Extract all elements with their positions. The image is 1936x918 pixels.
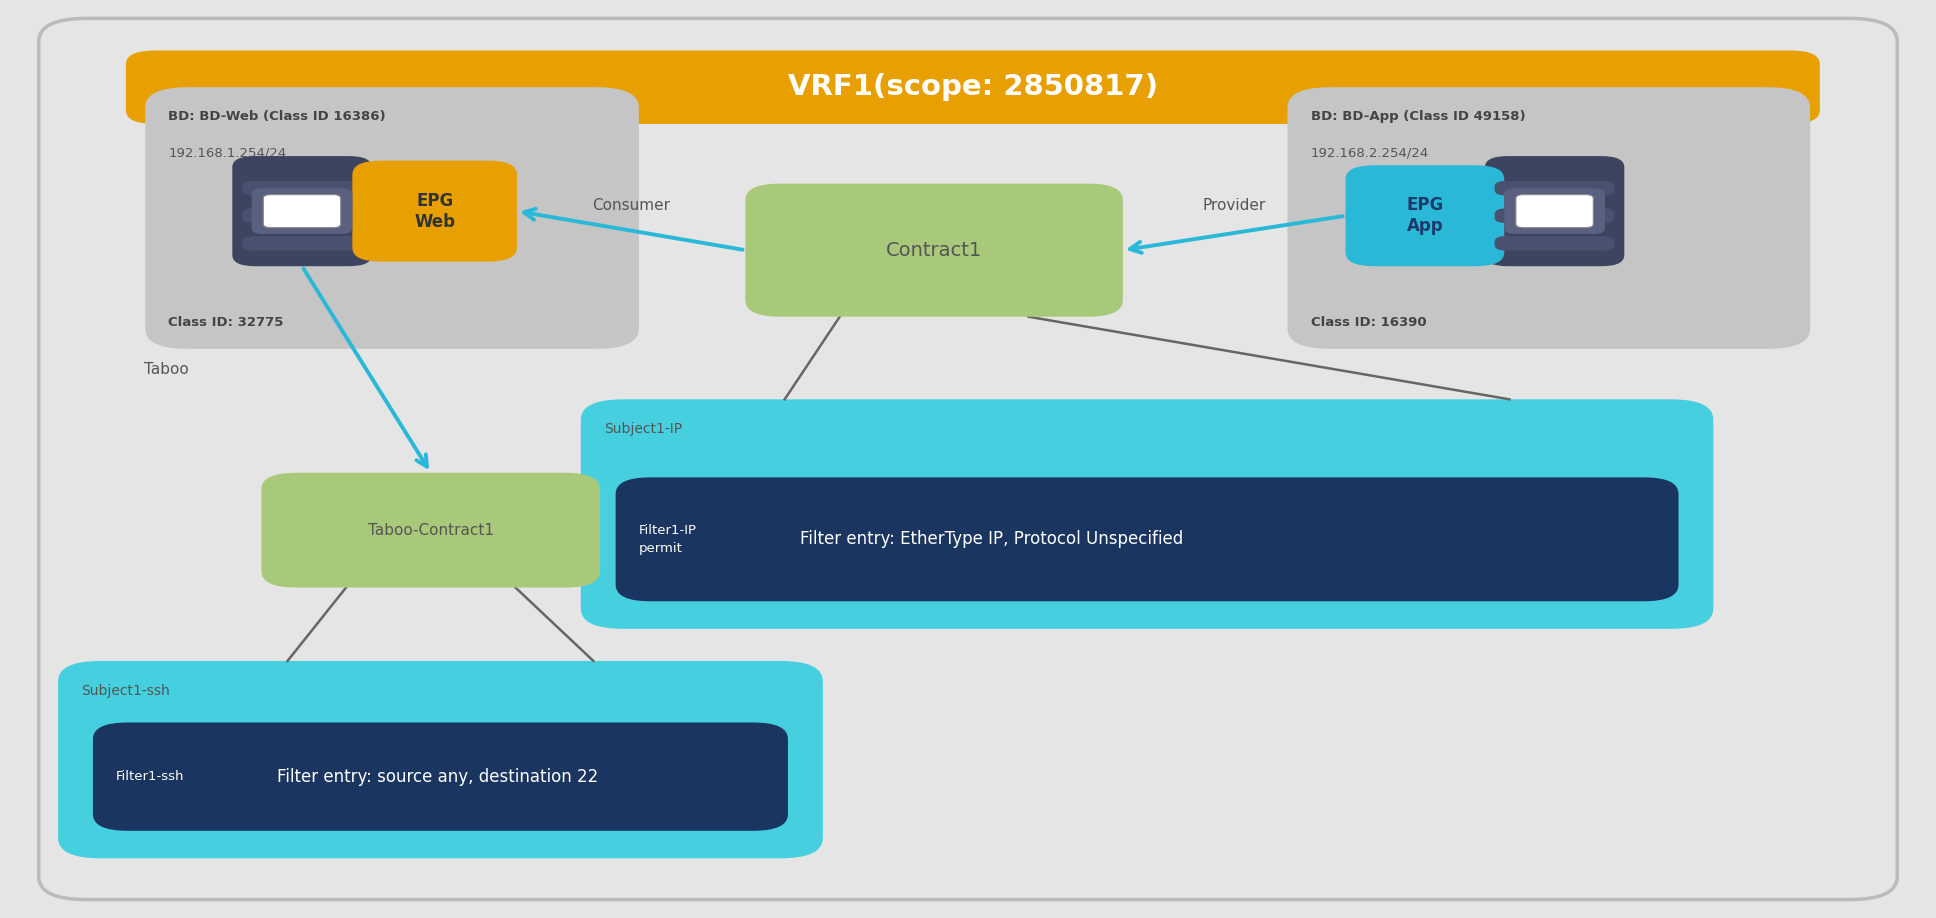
FancyBboxPatch shape bbox=[232, 156, 372, 266]
Text: Class ID: 32775: Class ID: 32775 bbox=[168, 316, 285, 329]
Text: Filter entry: EtherType IP, Protocol Unspecified: Filter entry: EtherType IP, Protocol Uns… bbox=[800, 531, 1183, 548]
Text: Class ID: 16390: Class ID: 16390 bbox=[1311, 316, 1427, 329]
FancyBboxPatch shape bbox=[145, 87, 639, 349]
Text: VRF1(scope: 2850817): VRF1(scope: 2850817) bbox=[788, 73, 1158, 101]
FancyBboxPatch shape bbox=[58, 661, 823, 858]
FancyBboxPatch shape bbox=[39, 18, 1897, 900]
FancyBboxPatch shape bbox=[93, 722, 788, 831]
FancyBboxPatch shape bbox=[263, 195, 341, 228]
FancyBboxPatch shape bbox=[1495, 208, 1615, 223]
Text: 192.168.2.254/24: 192.168.2.254/24 bbox=[1311, 147, 1429, 160]
FancyBboxPatch shape bbox=[1485, 156, 1624, 266]
FancyBboxPatch shape bbox=[581, 399, 1713, 629]
Text: Filter1-ssh: Filter1-ssh bbox=[116, 770, 184, 783]
FancyBboxPatch shape bbox=[1287, 87, 1810, 349]
Text: EPG
App: EPG App bbox=[1406, 196, 1444, 235]
Text: Subject1-ssh: Subject1-ssh bbox=[81, 684, 170, 698]
FancyBboxPatch shape bbox=[252, 188, 352, 234]
FancyBboxPatch shape bbox=[1516, 195, 1593, 228]
FancyBboxPatch shape bbox=[352, 161, 517, 262]
FancyBboxPatch shape bbox=[1504, 188, 1605, 234]
Text: BD: BD-App (Class ID 49158): BD: BD-App (Class ID 49158) bbox=[1311, 110, 1526, 123]
Text: BD: BD-Web (Class ID 16386): BD: BD-Web (Class ID 16386) bbox=[168, 110, 385, 123]
FancyBboxPatch shape bbox=[1495, 181, 1615, 196]
FancyBboxPatch shape bbox=[242, 208, 362, 223]
FancyBboxPatch shape bbox=[242, 181, 362, 196]
Text: Provider: Provider bbox=[1202, 198, 1266, 213]
Text: Filter entry: source any, destination 22: Filter entry: source any, destination 22 bbox=[277, 767, 598, 786]
FancyBboxPatch shape bbox=[242, 236, 362, 251]
Text: Contract1: Contract1 bbox=[887, 241, 982, 260]
Text: Consumer: Consumer bbox=[592, 198, 670, 213]
FancyBboxPatch shape bbox=[616, 477, 1679, 601]
Text: EPG
Web: EPG Web bbox=[414, 192, 455, 230]
Text: 192.168.1.254/24: 192.168.1.254/24 bbox=[168, 147, 287, 160]
Text: Taboo-Contract1: Taboo-Contract1 bbox=[368, 522, 494, 538]
FancyBboxPatch shape bbox=[1495, 236, 1615, 251]
Text: Taboo: Taboo bbox=[143, 362, 190, 377]
FancyBboxPatch shape bbox=[261, 473, 600, 588]
FancyBboxPatch shape bbox=[126, 50, 1820, 124]
Text: Subject1-IP: Subject1-IP bbox=[604, 422, 681, 436]
Text: Filter1-IP
permit: Filter1-IP permit bbox=[639, 524, 697, 554]
FancyBboxPatch shape bbox=[745, 184, 1123, 317]
FancyBboxPatch shape bbox=[1346, 165, 1504, 266]
